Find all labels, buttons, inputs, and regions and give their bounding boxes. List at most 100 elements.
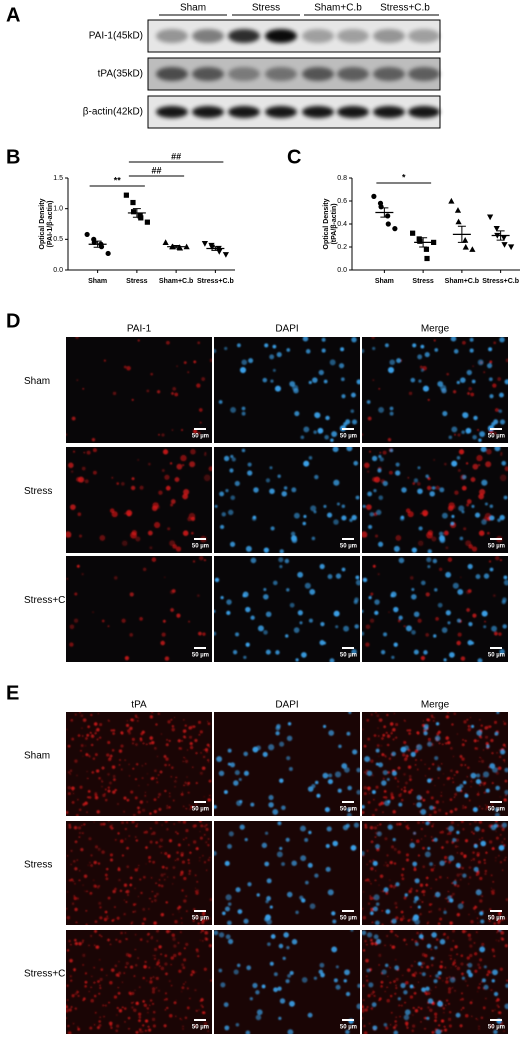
nucleus	[427, 549, 432, 553]
nucleus	[218, 400, 223, 404]
red-signal	[414, 960, 416, 963]
red-signal	[495, 836, 499, 840]
red-signal	[182, 464, 185, 467]
red-signal	[457, 468, 461, 472]
red-signal	[431, 536, 437, 542]
red-signal	[198, 733, 201, 736]
red-signal	[150, 372, 154, 376]
red-signal	[128, 835, 130, 837]
nucleus	[308, 830, 312, 835]
red-signal	[501, 918, 504, 921]
red-signal	[465, 462, 469, 465]
red-signal	[189, 745, 194, 750]
red-signal	[77, 826, 82, 830]
red-signal	[153, 957, 157, 961]
nucleus	[214, 631, 217, 636]
red-signal	[364, 939, 367, 943]
red-signal	[491, 891, 495, 895]
red-signal	[385, 861, 387, 864]
red-signal	[180, 990, 183, 993]
scale-bar-label: 50 µm	[340, 653, 357, 659]
red-signal	[419, 913, 422, 916]
red-signal	[374, 831, 378, 835]
red-signal	[139, 800, 144, 804]
nucleus	[331, 946, 338, 953]
red-signal	[414, 749, 419, 753]
red-signal	[433, 895, 436, 898]
red-signal	[146, 940, 149, 943]
red-signal	[430, 948, 432, 951]
nucleus	[300, 825, 306, 832]
nucleus	[308, 618, 313, 623]
red-signal	[168, 839, 173, 843]
nucleus	[470, 772, 477, 779]
red-signal	[452, 892, 455, 896]
nucleus	[479, 431, 486, 437]
nucleus	[252, 982, 258, 989]
red-signal	[185, 942, 189, 946]
red-signal	[419, 1007, 423, 1010]
nucleus	[493, 991, 499, 997]
red-signal	[370, 592, 374, 596]
nucleus	[421, 987, 426, 993]
nucleus	[403, 990, 408, 995]
red-signal	[192, 919, 195, 923]
red-signal	[89, 934, 93, 938]
red-signal	[86, 811, 88, 813]
red-signal	[181, 1019, 183, 1021]
red-signal	[449, 798, 453, 801]
red-signal	[181, 922, 183, 924]
nucleus	[412, 343, 417, 348]
nucleus	[327, 574, 333, 580]
nucleus	[289, 970, 294, 975]
red-signal	[203, 833, 206, 836]
red-signal	[438, 907, 442, 911]
red-signal	[362, 1009, 365, 1013]
nucleus	[326, 512, 333, 518]
nucleus	[404, 745, 409, 751]
nucleus	[466, 369, 472, 376]
nucleus	[328, 730, 335, 736]
red-signal	[94, 1011, 97, 1014]
red-signal	[181, 889, 184, 892]
red-signal	[475, 931, 478, 934]
red-signal	[438, 976, 441, 980]
red-signal	[400, 1004, 403, 1007]
red-signal	[431, 778, 433, 781]
red-signal	[119, 889, 123, 893]
scale-bar-label: 50 µm	[488, 544, 505, 550]
red-signal	[189, 742, 193, 746]
red-signal	[101, 785, 103, 788]
red-signal	[378, 718, 383, 722]
red-signal	[440, 791, 443, 794]
nucleus	[423, 731, 428, 736]
red-signal	[363, 744, 367, 748]
red-signal	[165, 757, 169, 761]
red-signal	[372, 989, 374, 992]
nucleus	[266, 878, 272, 884]
red-signal	[168, 979, 171, 983]
red-signal	[176, 365, 178, 368]
red-signal	[169, 462, 173, 465]
red-signal	[134, 903, 137, 905]
red-signal	[205, 918, 208, 921]
nucleus	[377, 468, 382, 473]
red-signal	[441, 743, 444, 746]
red-signal	[399, 1015, 401, 1018]
nucleus	[466, 969, 472, 975]
red-signal	[478, 493, 485, 500]
red-signal	[120, 768, 123, 771]
red-signal	[165, 866, 169, 870]
red-signal	[96, 886, 100, 889]
red-signal	[85, 910, 88, 912]
red-signal	[182, 530, 189, 536]
red-signal	[397, 850, 401, 854]
nucleus	[279, 846, 283, 851]
nucleus	[473, 844, 478, 849]
red-signal	[80, 847, 84, 852]
nucleus	[453, 349, 459, 354]
nucleus	[362, 631, 365, 636]
column-label: Stress	[252, 3, 280, 14]
red-signal	[417, 821, 421, 825]
red-signal	[474, 747, 477, 750]
